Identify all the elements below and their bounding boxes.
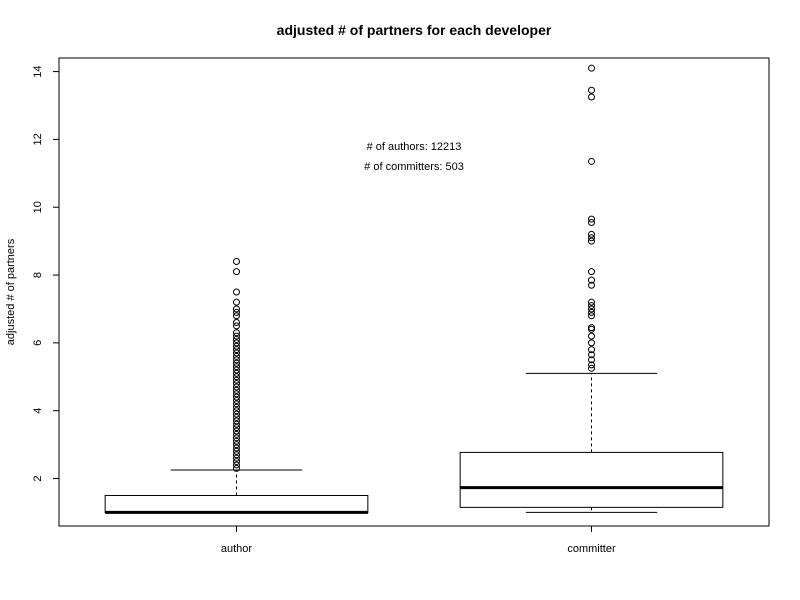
y-axis-label: adjusted # of partners (5, 238, 17, 345)
outlier-point (233, 454, 240, 462)
outlier-point (233, 268, 240, 276)
outlier-point (588, 364, 595, 372)
outlier-point (233, 319, 240, 327)
annotation-committers: # of committers: 503 (364, 161, 464, 173)
outlier-point (588, 305, 595, 313)
outlier-point (588, 346, 595, 354)
outlier-point (588, 332, 595, 340)
outlier-point (588, 302, 595, 310)
box-author (104, 257, 369, 514)
outlier-point (233, 308, 240, 316)
outlier-point (233, 390, 240, 398)
outlier-point (233, 376, 240, 384)
y-tick-label: 4 (32, 408, 44, 414)
outlier-point (233, 349, 240, 357)
outlier-point (233, 356, 240, 364)
outlier-point (588, 356, 595, 364)
y-tick-label: 10 (32, 201, 44, 213)
outlier-point (233, 461, 240, 469)
outlier-point (588, 339, 595, 347)
outlier-point (233, 420, 240, 428)
outlier-point (588, 218, 595, 226)
outlier-point (233, 397, 240, 405)
outlier-point (588, 281, 595, 289)
outlier-point (233, 305, 240, 313)
outlier-point (588, 86, 595, 94)
outlier-point (233, 298, 240, 306)
chart-title: adjusted # of partners for each develope… (277, 22, 552, 38)
outlier-point (233, 386, 240, 394)
outlier-point (233, 447, 240, 455)
outlier-point (233, 444, 240, 452)
outlier-point (233, 257, 240, 265)
outlier-point (233, 332, 240, 340)
outlier-point (233, 383, 240, 391)
outlier-point (588, 215, 595, 223)
outlier-point (233, 403, 240, 411)
outlier-point (233, 427, 240, 435)
outlier-point (233, 424, 240, 432)
outlier-point (233, 400, 240, 408)
annotation-authors: # of authors: 12213 (367, 141, 462, 153)
outlier-point (588, 93, 595, 101)
y-axis: 2 4 6 8 10 12 14 (32, 65, 60, 482)
outlier-point (588, 276, 595, 284)
outlier-point (588, 324, 595, 332)
outlier-point (233, 373, 240, 381)
outlier-point (233, 366, 240, 374)
x-tick-label-author: author (221, 543, 253, 555)
outlier-point (233, 369, 240, 377)
outlier-point (588, 234, 595, 242)
outlier-point (233, 359, 240, 367)
outlier-point (233, 380, 240, 388)
outlier-point (233, 430, 240, 438)
outlier-point (233, 417, 240, 425)
outlier-point (233, 322, 240, 330)
outlier-point (588, 361, 595, 369)
boxes (104, 64, 724, 514)
outlier-point (233, 434, 240, 442)
outlier-point (588, 298, 595, 306)
outlier-point (233, 407, 240, 415)
outlier-point (588, 351, 595, 359)
outlier-point (233, 288, 240, 296)
outlier-point (233, 458, 240, 466)
box-committer (459, 64, 724, 513)
outlier-point (233, 339, 240, 347)
outlier-point (233, 352, 240, 360)
y-tick-label: 6 (32, 340, 44, 346)
outlier-point (233, 393, 240, 401)
outlier-point (233, 413, 240, 421)
outlier-point (233, 437, 240, 445)
outlier-point (233, 312, 240, 320)
y-tick-label: 12 (32, 133, 44, 145)
outlier-point (233, 363, 240, 371)
outlier-point (233, 441, 240, 449)
outlier-point (588, 308, 595, 316)
y-tick-label: 8 (32, 272, 44, 278)
outlier-point (233, 335, 240, 343)
outlier-point (588, 268, 595, 276)
outlier-point (233, 464, 240, 472)
outlier-point (233, 451, 240, 459)
outlier-point (588, 237, 595, 245)
y-tick-label: 2 (32, 475, 44, 481)
outlier-point (588, 312, 595, 320)
y-tick-label: 14 (32, 65, 44, 77)
outlier-point (233, 346, 240, 354)
outlier-point (588, 230, 595, 238)
outlier-point (233, 410, 240, 418)
iqr-box (104, 494, 369, 513)
outlier-point (233, 342, 240, 350)
outlier-point (588, 64, 595, 72)
outlier-point (233, 329, 240, 337)
x-axis: author committer (221, 526, 616, 555)
outlier-point (588, 157, 595, 165)
iqr-box (459, 451, 724, 508)
x-tick-label-committer: committer (567, 543, 616, 555)
